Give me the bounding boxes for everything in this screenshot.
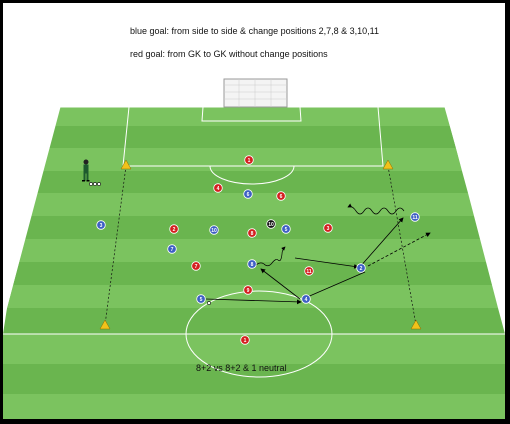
player-marker [281, 224, 291, 234]
pass-lines [205, 217, 404, 305]
ball-icon [207, 301, 211, 305]
player-number: 1 [244, 338, 247, 344]
player-number: 6 [280, 194, 283, 200]
goal-icon [223, 78, 288, 108]
player-number: 3 [100, 223, 103, 229]
players-layer: 1 4 6 2 8 3 7 11 9 1 6 3 10 5 7 11 8 2 5 4 10 [96, 155, 420, 345]
red-player: 9 [243, 285, 253, 295]
player-marker [276, 191, 286, 201]
red-player: 6 [276, 191, 286, 201]
player-number: 10 [211, 228, 217, 234]
player-marker [266, 219, 276, 229]
red-player: 1 [240, 335, 250, 345]
player-number: 7 [195, 264, 198, 270]
player-marker [243, 285, 253, 295]
drill-canvas: blue goal: from side to side & change po… [3, 3, 505, 419]
player-marker [209, 225, 219, 235]
run-lines [367, 232, 431, 267]
player-number: 11 [412, 215, 418, 221]
player-marker [167, 244, 177, 254]
player-number: 8 [251, 231, 254, 237]
player-number: 2 [173, 227, 176, 233]
player-number: 4 [305, 297, 308, 303]
player-marker [244, 155, 254, 165]
player-number: 4 [217, 186, 220, 192]
player-number: 9 [247, 288, 250, 294]
channel-lines [104, 165, 417, 326]
red-player: 2 [169, 224, 179, 234]
blue-player: 4 [301, 294, 311, 304]
player-number: 8 [251, 262, 254, 268]
blue-player: 7 [167, 244, 177, 254]
coach-icon [82, 159, 90, 182]
player-marker [240, 335, 250, 345]
player-number: 1 [248, 158, 251, 164]
player-marker [323, 223, 333, 233]
pitch-surface [3, 107, 505, 419]
cone-icon [99, 159, 422, 330]
ball-icon [89, 182, 101, 186]
player-marker [213, 183, 223, 193]
player-marker [247, 228, 257, 238]
player-number: 11 [306, 269, 312, 275]
player-number: 5 [285, 227, 288, 233]
player-marker [169, 224, 179, 234]
player-marker [410, 212, 420, 222]
player-marker [191, 261, 201, 271]
player-number: 6 [247, 192, 250, 198]
blue-player: 6 [243, 189, 253, 199]
player-number: 2 [360, 266, 363, 272]
player-number: 10 [268, 222, 274, 228]
blue-goal-note: blue goal: from side to side & change po… [130, 26, 379, 36]
red-player: 8 [247, 228, 257, 238]
player-number: 5 [200, 297, 203, 303]
player-marker [304, 266, 314, 276]
blue-player: 8 [247, 259, 257, 269]
blue-player: 5 [281, 224, 291, 234]
blue-player: 10 [209, 225, 219, 235]
dribble-lines [254, 203, 405, 267]
red-player: 7 [191, 261, 201, 271]
red-player: 3 [323, 223, 333, 233]
red-player: 11 [304, 266, 314, 276]
red-player: 4 [213, 183, 223, 193]
red-player: 1 [244, 155, 254, 165]
player-number: 3 [327, 226, 330, 232]
blue-player: 2 [356, 263, 366, 273]
player-marker [243, 189, 253, 199]
blue-player: 5 [196, 294, 206, 304]
player-marker [96, 220, 106, 230]
player-marker [356, 263, 366, 273]
player-marker [247, 259, 257, 269]
blue-player: 3 [96, 220, 106, 230]
blue-player: 11 [410, 212, 420, 222]
pitch-diagram: 1 4 6 2 8 3 7 11 9 1 6 3 10 5 7 11 8 2 5 4 10 [3, 78, 505, 419]
red-goal-note: red goal: from GK to GK without change p… [130, 49, 328, 59]
player-number: 7 [171, 247, 174, 253]
neutral-player: 10 [266, 219, 276, 229]
player-marker [196, 294, 206, 304]
player-marker [301, 294, 311, 304]
caption: 8+2 vs 8+2 & 1 neutral [196, 363, 287, 373]
